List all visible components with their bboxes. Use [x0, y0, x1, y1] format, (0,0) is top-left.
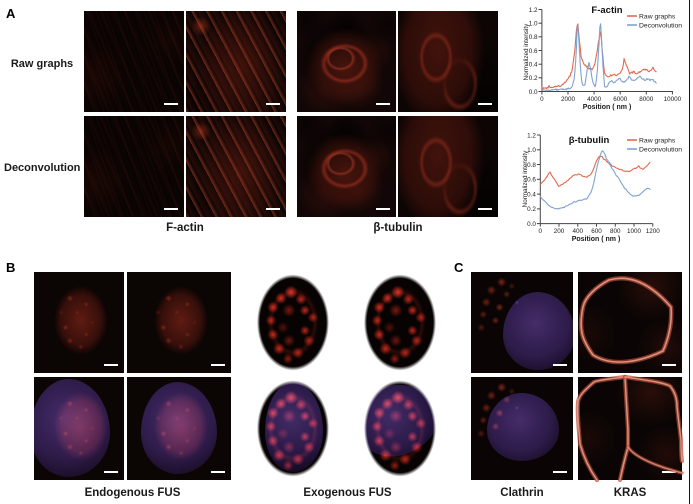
- svg-text:10000: 10000: [664, 96, 682, 103]
- svg-text:0.0: 0.0: [527, 221, 536, 228]
- svg-text:0: 0: [539, 228, 543, 235]
- svg-text:1.2: 1.2: [529, 7, 538, 14]
- svg-text:Position ( nm ): Position ( nm ): [583, 104, 632, 111]
- svg-text:Deconvolution: Deconvolution: [639, 146, 682, 153]
- svg-text:6000: 6000: [613, 96, 628, 103]
- svg-text:8000: 8000: [639, 96, 654, 103]
- svg-text:4000: 4000: [587, 96, 602, 103]
- svg-text:Raw graphs: Raw graphs: [639, 13, 676, 20]
- svg-text:600: 600: [591, 228, 602, 235]
- svg-text:2000: 2000: [561, 96, 576, 103]
- svg-text:Normalized intensity: Normalized intensity: [523, 23, 530, 81]
- svg-text:0.2: 0.2: [529, 75, 538, 82]
- svg-text:1200: 1200: [646, 228, 661, 235]
- svg-text:0.4: 0.4: [529, 62, 538, 69]
- svg-text:0.6: 0.6: [527, 177, 536, 184]
- svg-text:200: 200: [554, 228, 565, 235]
- svg-text:Position ( nm ): Position ( nm ): [572, 236, 621, 243]
- svg-text:0.6: 0.6: [529, 48, 538, 55]
- svg-text:1.0: 1.0: [527, 147, 536, 154]
- svg-text:0.4: 0.4: [527, 191, 536, 198]
- svg-text:0.8: 0.8: [529, 34, 538, 41]
- svg-text:800: 800: [610, 228, 621, 235]
- svg-text:400: 400: [573, 228, 584, 235]
- svg-text:1.2: 1.2: [527, 132, 536, 139]
- svg-text:Deconvolution: Deconvolution: [639, 22, 682, 29]
- svg-text:1000: 1000: [627, 228, 642, 235]
- svg-text:0.8: 0.8: [527, 162, 536, 169]
- svg-text:F-actin: F-actin: [591, 5, 622, 16]
- svg-text:0.2: 0.2: [527, 206, 536, 213]
- svg-text:0: 0: [540, 96, 544, 103]
- svg-text:Normalized intensity: Normalized intensity: [522, 150, 529, 208]
- svg-text:0.0: 0.0: [529, 89, 538, 96]
- svg-text:1.0: 1.0: [529, 21, 538, 28]
- svg-text:Raw graphs: Raw graphs: [639, 137, 676, 144]
- svg-text:β-tubulin: β-tubulin: [569, 135, 610, 146]
